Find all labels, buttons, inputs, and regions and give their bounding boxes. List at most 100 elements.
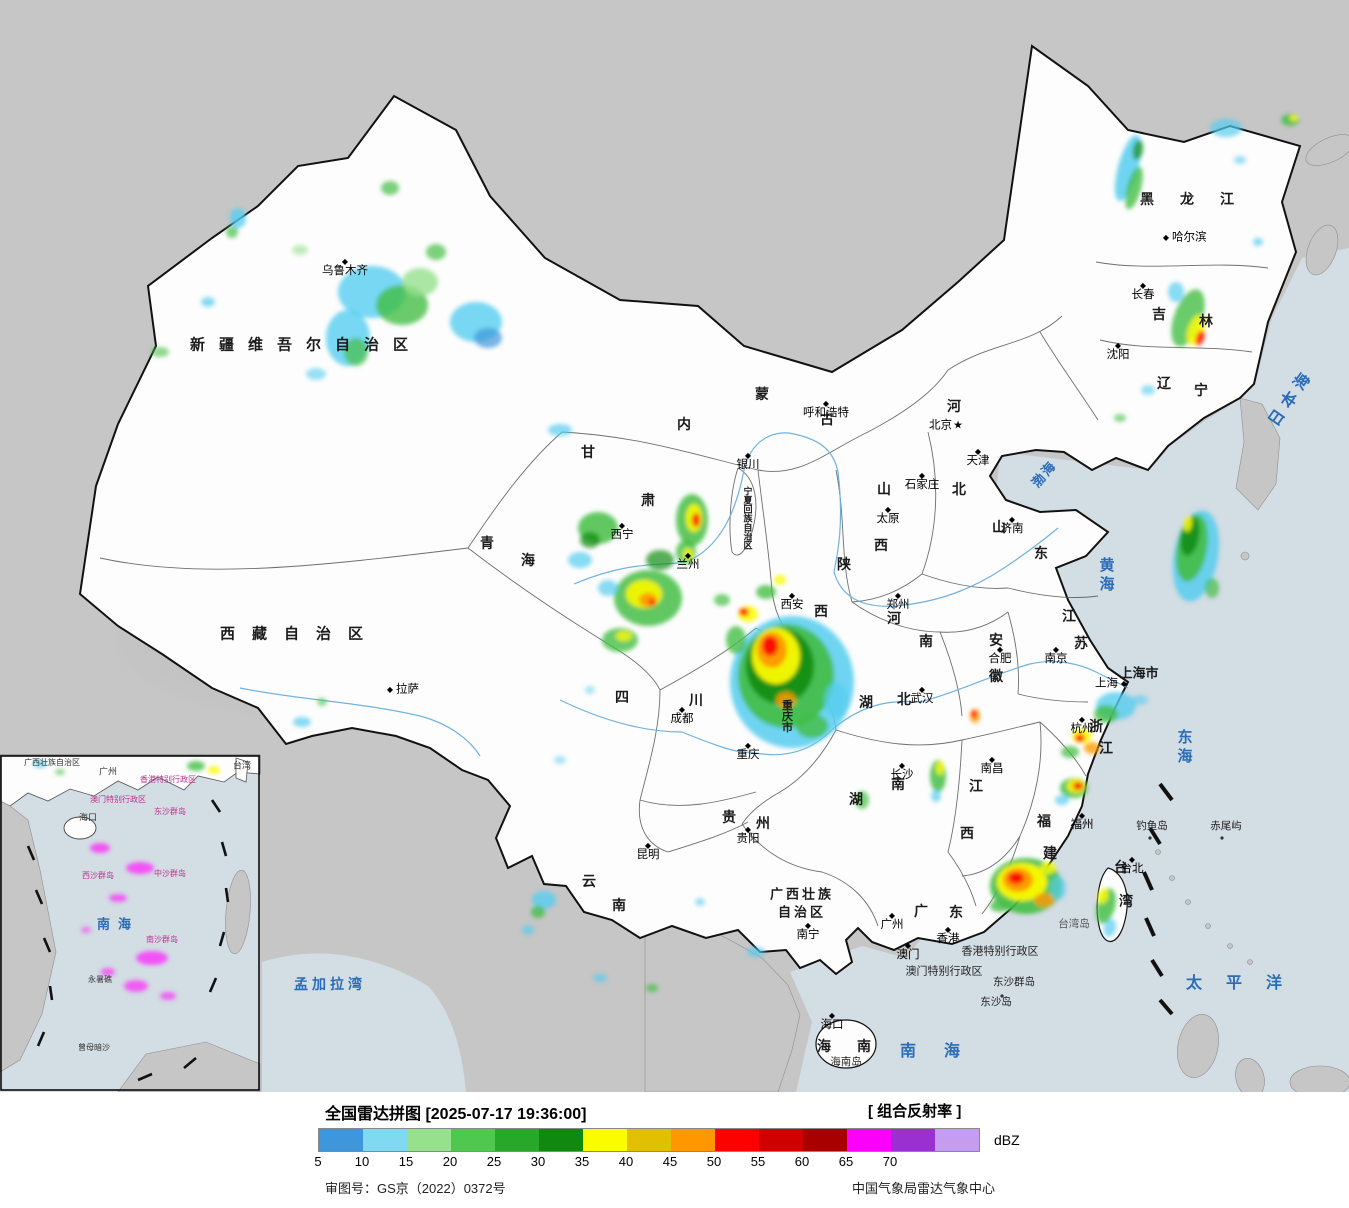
rivers [239, 432, 1129, 757]
radar-echo [230, 208, 246, 228]
yellow-river [573, 432, 1059, 607]
radar-echo [739, 608, 749, 616]
radar-echo [1075, 734, 1085, 742]
radar-echo [226, 226, 238, 238]
legend-tick: 25 [486, 1154, 502, 1169]
radar-echo [598, 580, 618, 596]
legend-color-cell [495, 1129, 539, 1151]
product-name: [ 组合反射率 ] [868, 1103, 962, 1120]
radar-echo [593, 974, 607, 982]
inset-borneo [117, 1041, 261, 1092]
legend-tick: 5 [314, 1154, 322, 1169]
legend-tick: 60 [794, 1154, 810, 1169]
radar-echo [971, 710, 977, 718]
radar-echo [531, 906, 545, 918]
radar-echo [101, 968, 115, 976]
radar-echo [292, 245, 308, 255]
radar-echo [124, 980, 148, 992]
radar-echo [1034, 893, 1054, 907]
chiwei-island-dot [1220, 836, 1224, 840]
radar-echo [931, 790, 941, 802]
ocean-bay-of-bengal [262, 953, 466, 1092]
radar-echo [695, 898, 705, 906]
legend-color-cell [847, 1129, 891, 1151]
radar-echo [1195, 330, 1205, 346]
yangtze-river [559, 661, 1129, 756]
radar-echo [796, 714, 828, 738]
radar-echo [1097, 888, 1109, 904]
legend-tick: 70 [882, 1154, 898, 1169]
radar-echo [201, 297, 215, 307]
legend-tick: 10 [354, 1154, 370, 1169]
legend-color-cell [451, 1129, 495, 1151]
radar-echo [1168, 282, 1184, 302]
jeju-island [1240, 551, 1250, 561]
legend-tick: 50 [706, 1154, 722, 1169]
radar-echo [1040, 862, 1056, 874]
radar-echo [1290, 115, 1298, 121]
inset-south-china-sea [0, 754, 261, 1092]
radar-echo [568, 552, 592, 568]
radar-echo [824, 682, 848, 718]
radar-echo [474, 328, 502, 348]
radar-echo [1234, 156, 1246, 164]
philippines [1235, 1058, 1265, 1092]
radar-echo [1073, 782, 1083, 790]
radar-echo [293, 717, 311, 727]
radar-echo [580, 532, 600, 548]
radar-echo [1210, 119, 1242, 137]
radar-echo [160, 992, 176, 1000]
radar-echo [1114, 414, 1126, 422]
radar-echo [774, 575, 786, 585]
radar-echo [33, 760, 47, 768]
radar-echo [187, 761, 205, 771]
radar-echo [1183, 516, 1193, 532]
radar-echo [747, 947, 765, 957]
legend-color-cell [759, 1129, 803, 1151]
legend-color-cell [891, 1129, 935, 1151]
dongsha-island-dot [1000, 994, 1004, 998]
radar-echo [1008, 872, 1024, 884]
radar-echo [1125, 166, 1143, 210]
radar-echo [1205, 578, 1219, 598]
borneo [1289, 1065, 1349, 1092]
colorbar-ticks: 5 10 15 20 25 30 35 40 45 50 55 60 65 70 [0, 1154, 1349, 1170]
radar-echo [554, 756, 566, 764]
radar-echo [402, 268, 438, 296]
reflectivity-colorbar [318, 1128, 980, 1152]
legend-color-cell [583, 1129, 627, 1151]
legend-tick: 55 [750, 1154, 766, 1169]
legend-color-cell [715, 1129, 759, 1151]
inset-indochina [0, 800, 57, 1073]
legend-tick: 40 [618, 1154, 634, 1169]
mosaic-title: 全国雷达拼图 [2025-07-17 19:36:00] [325, 1106, 587, 1123]
radar-echo [1253, 238, 1263, 246]
japan-island [1305, 224, 1339, 276]
radar-echo [151, 347, 169, 357]
radar-echo [381, 181, 399, 195]
radar-echo [1141, 385, 1155, 395]
radar-echo [1132, 140, 1144, 160]
legend-tick: 65 [838, 1154, 854, 1169]
legend-color-cell [627, 1129, 671, 1151]
radar-echo [1103, 919, 1117, 937]
inset-frame [0, 755, 260, 1091]
radar-echo-layer [33, 114, 1299, 1000]
radar-echo [136, 951, 168, 965]
radar-echo [1055, 795, 1069, 805]
radar-echo [317, 698, 327, 706]
radar-echo [855, 791, 869, 809]
inset-hainan [63, 816, 97, 840]
unit-label: dBZ [994, 1132, 1020, 1148]
legend-tick: 45 [662, 1154, 678, 1169]
radar-echo [1094, 705, 1118, 723]
radar-echo [1132, 695, 1148, 705]
radar-echo [1050, 876, 1066, 900]
radar-echo [936, 761, 944, 775]
radar-echo [522, 925, 534, 935]
radar-echo [55, 769, 65, 775]
legend-tick: 15 [398, 1154, 414, 1169]
map-license-number: 审图号：GS京（2022）0372号 [325, 1181, 506, 1196]
radar-echo [585, 686, 595, 694]
